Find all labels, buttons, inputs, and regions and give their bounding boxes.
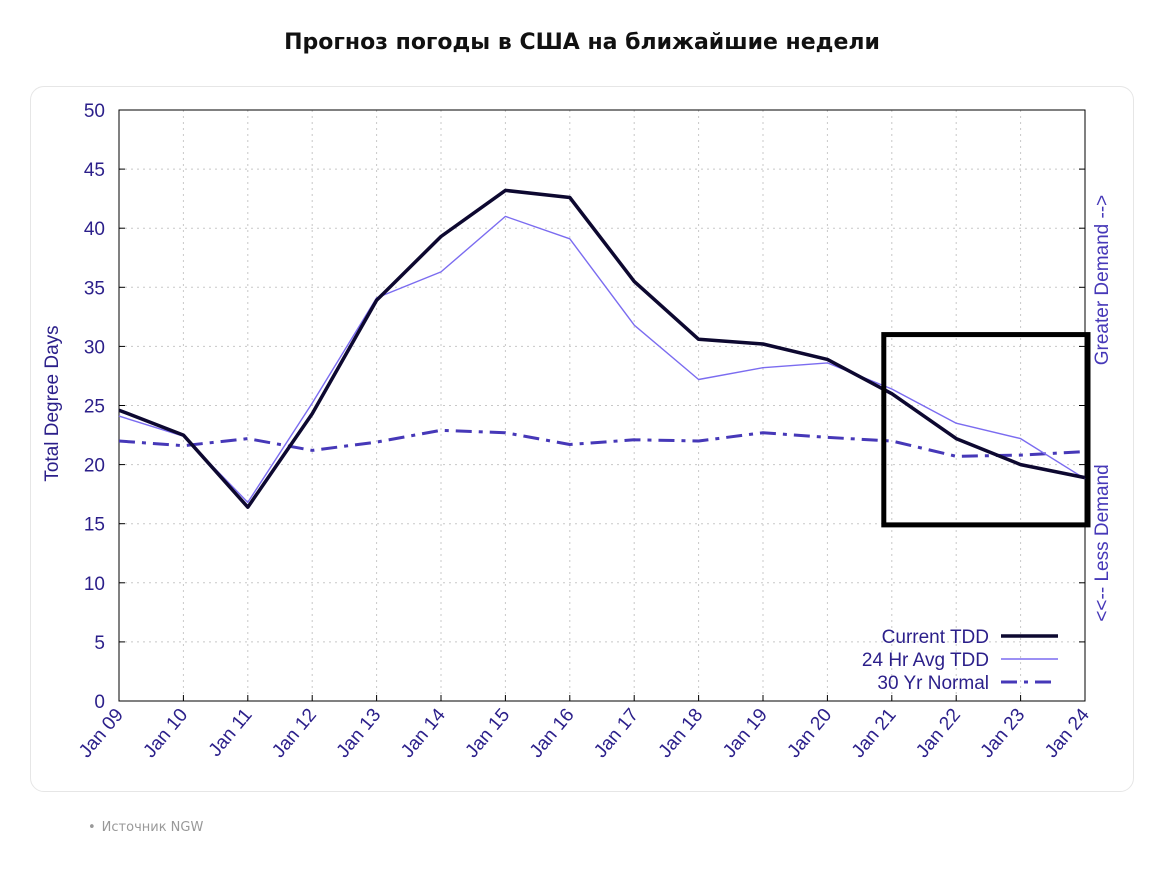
y-tick-label: 40	[84, 219, 105, 240]
series-line-current-tdd	[118, 188, 1086, 509]
source-note: • Источник NGW	[88, 820, 203, 835]
y-tick-label: 15	[84, 515, 105, 536]
y-tick-label: 35	[84, 278, 105, 299]
series	[118, 188, 1086, 509]
y-tick-label: 50	[84, 101, 105, 122]
y-tick-label: 5	[94, 633, 105, 654]
series-line-24-hr-avg-tdd	[118, 215, 1086, 504]
x-tick-label: Jan 13	[333, 705, 386, 762]
x-ticks: Jan 09 Jan 10 Jan 11 Jan 12 Jan 13 Jan 14 Jan …	[75, 695, 1094, 762]
right-axis-label-greater: Greater Demand -->	[1092, 195, 1113, 366]
y-tick-label: 30	[84, 337, 105, 358]
page-title: Прогноз погоды в США на ближайшие недели	[284, 30, 880, 55]
x-tick-label: Jan 11	[205, 705, 257, 761]
source-label: Источник NGW	[101, 820, 204, 835]
x-tick-label: Jan 17	[590, 705, 643, 762]
x-tick-label: Jan 12	[268, 705, 321, 762]
x-tick-label: Jan 19	[719, 705, 772, 762]
chart-card	[30, 86, 1134, 792]
bullet-icon: •	[88, 820, 96, 835]
y-tick-label: 45	[84, 160, 105, 181]
y-ticks: 0 5 10 15 20 25 30 35 40 45 50	[84, 101, 1085, 713]
y-tick-label: 25	[84, 397, 105, 418]
right-axis-label-less: <<-- Less Demand	[1092, 464, 1113, 621]
x-tick-label: Jan 24	[1041, 704, 1094, 762]
series-line-30-yr-normal	[118, 428, 1086, 458]
y-axis-label: Total Degree Days	[42, 325, 63, 481]
x-tick-label: Jan 14	[397, 704, 450, 762]
x-tick-label: Jan 22	[912, 705, 965, 762]
x-tick-label: Jan 23	[977, 705, 1030, 762]
y-tick-label: 10	[84, 574, 105, 595]
x-tick-label: Jan 09	[75, 705, 128, 762]
x-tick-label: Jan 16	[526, 705, 579, 762]
legend-label: 30 Yr Normal	[877, 673, 989, 694]
y-tick-label: 0	[94, 692, 105, 713]
x-tick-label: Jan 15	[461, 705, 514, 762]
legend-label: 24 Hr Avg TDD	[862, 650, 989, 671]
x-tick-label: Jan 20	[783, 705, 836, 762]
legend-label: Current TDD	[882, 627, 989, 648]
x-tick-label: Jan 21	[848, 705, 901, 762]
x-tick-label: Jan 18	[655, 705, 708, 762]
grid	[119, 110, 1085, 701]
x-tick-label: Jan 10	[139, 705, 192, 762]
y-tick-label: 20	[84, 456, 105, 477]
highlight-box	[881, 332, 1091, 528]
